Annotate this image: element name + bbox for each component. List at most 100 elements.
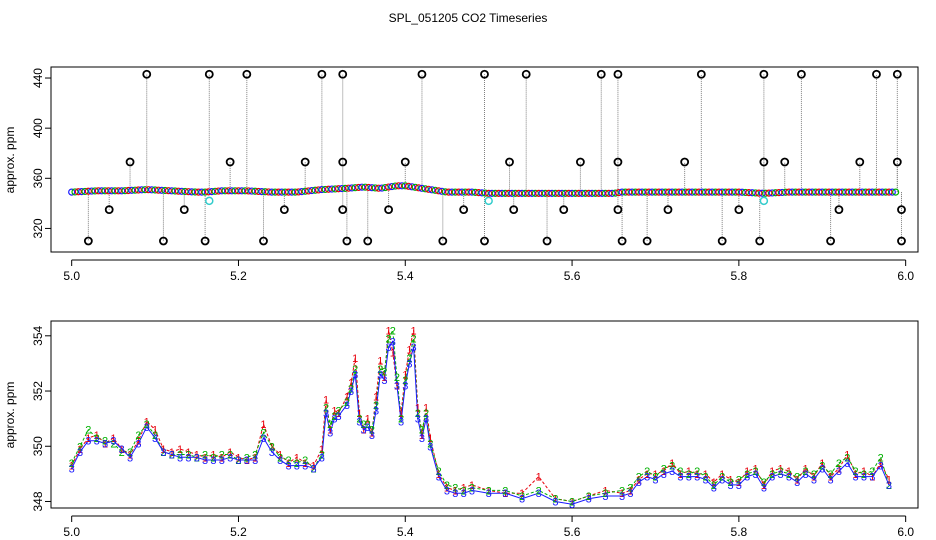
bottom-series-point: 2 <box>869 466 875 478</box>
bottom-series-point: 3 <box>602 491 608 503</box>
top-outlier-point <box>179 205 189 215</box>
top-baseline-point <box>815 188 823 196</box>
bottom-series-point: 1 <box>694 469 700 481</box>
top-outlier-point <box>734 205 744 215</box>
bottom-series-point: 1 <box>227 447 233 459</box>
bottom-series-point: 3 <box>294 461 300 473</box>
top-baseline-point <box>621 188 630 196</box>
top-x-tick-label: 5.8 <box>731 269 748 283</box>
bottom-y-tick-label: 354 <box>31 325 45 345</box>
top-baseline-point <box>221 187 229 195</box>
bottom-series-point: 3 <box>219 455 225 467</box>
top-outlier-point <box>663 205 673 215</box>
bottom-series-point: 3 <box>752 469 758 481</box>
bottom-series-point: 2 <box>415 408 421 420</box>
bottom-series-point: 1 <box>390 347 396 359</box>
top-outlier-point <box>505 157 514 167</box>
bottom-series-point: 2 <box>386 334 392 346</box>
bottom-series-point: 2 <box>794 472 800 484</box>
top-baseline-point <box>698 188 706 196</box>
bottom-series-point: 3 <box>277 455 283 467</box>
bottom-series-point: 2 <box>185 450 191 462</box>
bottom-series-point: 2 <box>356 414 362 426</box>
top-baseline-point <box>408 183 416 191</box>
bottom-series-point: 2 <box>365 419 371 431</box>
bottom-series-point: 3 <box>677 472 683 484</box>
bottom-series-point: 3 <box>252 455 258 467</box>
bottom-series-point: 2 <box>677 466 683 478</box>
top-baseline-point <box>84 187 92 195</box>
top-baseline-point <box>892 188 900 196</box>
bottom-series-point: 2 <box>886 480 892 492</box>
bottom-series-point: 1 <box>85 433 91 445</box>
bottom-series-point: 3 <box>727 480 733 492</box>
bottom-series-point: 3 <box>778 469 784 481</box>
top-baseline-point <box>628 188 636 196</box>
top-baseline-point <box>601 189 610 197</box>
bottom-series-point: 1 <box>786 466 792 478</box>
top-baseline-point <box>661 188 670 196</box>
top-baseline-point <box>852 188 860 196</box>
bottom-series-point: 1 <box>644 469 650 481</box>
top-baseline-point <box>715 188 723 196</box>
top-baseline-point <box>91 187 99 195</box>
top-baseline-point <box>665 188 673 196</box>
top-baseline-point <box>862 188 870 196</box>
bottom-series-point: 1 <box>365 414 371 426</box>
top-baseline-point <box>828 188 836 196</box>
bottom-series-point: 3 <box>744 472 750 484</box>
top-baseline-point <box>398 182 406 190</box>
top-baseline-point <box>785 188 793 196</box>
top-baseline-point <box>571 189 580 197</box>
bottom-series-point: 3 <box>452 488 458 500</box>
top-baseline-point <box>658 188 666 196</box>
top-outlier-point <box>613 205 623 215</box>
bottom-series-point: 3 <box>536 488 542 500</box>
top-cyan-point <box>759 196 769 206</box>
bottom-series-point: 3 <box>702 474 708 486</box>
top-baseline-point <box>821 188 830 196</box>
bottom-y-tick-label: 352 <box>31 381 45 401</box>
bottom-series-point: 2 <box>719 472 725 484</box>
bottom-series-point: 3 <box>110 436 116 448</box>
bottom-series-point: 2 <box>94 433 100 445</box>
bottom-series-point: 3 <box>411 342 417 354</box>
bottom-series-point: 1 <box>778 463 784 475</box>
bottom-series-point: 2 <box>486 485 492 497</box>
top-baseline-point <box>334 185 343 193</box>
bottom-series-point: 2 <box>302 455 308 467</box>
top-baseline-point <box>168 187 176 195</box>
bottom-series-point: 3 <box>627 488 633 500</box>
bottom-series-point: 1 <box>277 450 283 462</box>
top-baseline-point <box>741 188 750 197</box>
bottom-series-point: 1 <box>761 480 767 492</box>
top-baseline-point <box>775 188 783 197</box>
bottom-series-point: 1 <box>819 458 825 470</box>
top-baseline-point <box>525 189 533 197</box>
top-baseline-point <box>425 185 433 193</box>
bottom-series-point: 3 <box>398 416 404 428</box>
bottom-series-point: 2 <box>702 472 708 484</box>
top-panel: 5.0 5.2 5.4 5.6 5.8 6.0 320 360 400 440 approx. … <box>3 66 919 283</box>
bottom-series-line <box>71 328 890 502</box>
top-baseline-point <box>725 188 733 196</box>
bottom-series-point: 2 <box>661 463 667 475</box>
bottom-series-point: 3 <box>302 461 308 473</box>
top-baseline-point <box>254 187 263 196</box>
bottom-series-point: 2 <box>461 485 467 497</box>
bottom-series-point: 2 <box>69 458 75 470</box>
top-outlier-point <box>338 205 348 215</box>
top-outlier-point <box>83 236 93 246</box>
top-baseline-point <box>758 189 766 197</box>
bottom-series-point: 1 <box>436 469 442 481</box>
bottom-series-point: 3 <box>361 425 367 437</box>
bottom-series-point: 1 <box>331 405 337 417</box>
top-baseline-point <box>438 187 446 195</box>
top-baseline-point <box>681 188 690 196</box>
top-baseline-point <box>158 186 166 194</box>
bottom-series-point: 3 <box>135 438 141 450</box>
top-baseline-point <box>108 187 116 195</box>
top-baseline-point <box>441 188 449 196</box>
bottom-series-point: 3 <box>373 405 379 417</box>
